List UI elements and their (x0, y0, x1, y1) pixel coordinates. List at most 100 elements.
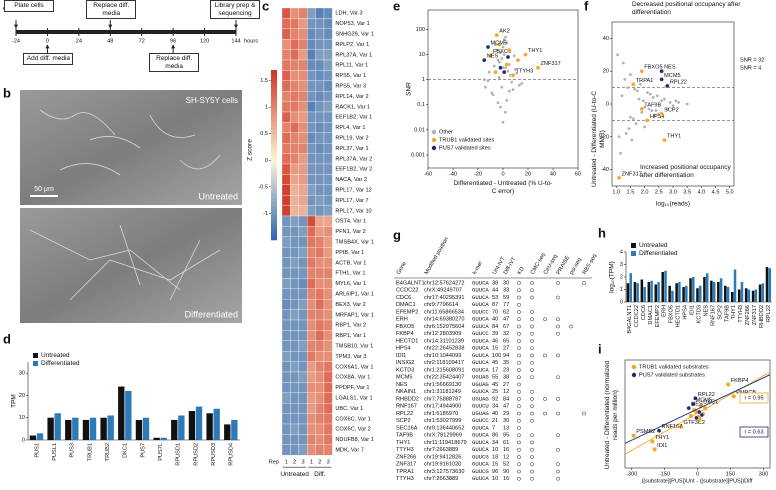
table-cell: 32 (503, 331, 509, 337)
heatmap-cell (307, 382, 316, 393)
colorbar-tick-label: -1 (263, 211, 268, 217)
heatmap-cell (307, 392, 316, 404)
data-point (646, 91, 649, 94)
colorbar-step (271, 95, 277, 101)
bar (231, 419, 238, 440)
heatmap-cell (323, 257, 333, 269)
x-tick-label: CCDC22 (634, 305, 640, 327)
bar (629, 273, 632, 302)
heatmap-cell (298, 49, 308, 61)
x-tick-label: 2.5 (655, 189, 663, 195)
heatmap-cell (307, 143, 316, 154)
heatmap-cell (298, 101, 308, 113)
heatmap-cell (281, 91, 291, 102)
data-point (620, 94, 624, 98)
heatmap-cell (323, 143, 333, 154)
colorbar-step (271, 138, 277, 143)
table-header: Gene (396, 261, 408, 276)
heatmap-cell (290, 163, 299, 175)
table-cell: TAF9B (396, 433, 413, 439)
table-cell: chr17:4944900 (424, 404, 461, 410)
data-point (643, 125, 647, 129)
bar (142, 417, 150, 440)
data-point (493, 69, 498, 75)
bar (213, 408, 220, 440)
data-point (677, 100, 681, 104)
replicate-label: 3 (301, 460, 304, 466)
heatmap-cell (315, 195, 325, 206)
colorbar-step (271, 227, 277, 232)
heatmap-cell (315, 101, 325, 113)
x-tick-label: TAF9B (724, 305, 730, 322)
bar (153, 437, 160, 440)
heatmap-cell (315, 278, 325, 289)
heatmap-cell (290, 288, 299, 300)
heatmap-cell (315, 7, 325, 19)
method-mark (530, 455, 534, 459)
heatmap-cell (290, 403, 299, 414)
heatmap-cell (281, 371, 291, 383)
heatmap-cell (298, 122, 308, 133)
table-cell: chr12:2803909 (424, 331, 461, 337)
heatmap-cell (307, 205, 316, 217)
heatmap-cell (315, 226, 325, 237)
heatmap-cell (307, 101, 316, 113)
point-label: FBXO5 (493, 49, 511, 55)
heatmap-cell (298, 18, 308, 29)
method-mark (530, 397, 534, 401)
data-point (654, 109, 658, 112)
snr-note: SNR = 4 (740, 65, 761, 71)
method-mark (556, 317, 560, 322)
method-mark (543, 317, 547, 322)
timeline-bar (16, 30, 236, 34)
bar (178, 415, 185, 440)
heatmap-cell (281, 70, 291, 81)
heatmap-cell (315, 403, 325, 414)
point-label: RPL22 (670, 79, 687, 85)
heatmap-cell (323, 382, 333, 393)
data-point (495, 48, 499, 52)
colorbar-step (271, 150, 277, 156)
data-point (660, 99, 664, 103)
data-point (504, 35, 507, 39)
heatmap-cell (315, 122, 325, 133)
heatmap-cell (290, 205, 299, 217)
colorbar-step (271, 210, 277, 215)
point-label: NES (487, 54, 499, 60)
colorbar-step (271, 159, 277, 164)
method-mark (517, 418, 521, 423)
point-label: GTF3C2 (684, 420, 705, 426)
data-point (726, 382, 731, 387)
bar (224, 424, 231, 440)
heatmap-cell (315, 319, 325, 331)
table-cell: 84 (503, 396, 509, 402)
x-tick-label: 2.0 (641, 189, 649, 195)
table-cell: 46 (492, 338, 498, 344)
method-mark (517, 447, 521, 452)
heatmap-cell (307, 309, 316, 321)
table-cell: 7 (492, 425, 495, 431)
x-tick-label: RPL22 (766, 305, 772, 322)
heatmap-cell (298, 70, 308, 81)
x-tick-label: ZNF317 (752, 305, 758, 325)
heatmap-cell (315, 59, 325, 71)
method-mark (556, 433, 560, 438)
y-axis-label-box: Untreated - Differentiated (normalized r… (604, 361, 619, 470)
point-label: MCM5 (664, 73, 680, 79)
point-label: TTYH3 (516, 69, 534, 75)
point-label: RNF167 (662, 424, 683, 430)
colorbar-step (271, 142, 277, 147)
panel-letter: f (584, 0, 589, 13)
colorbar-tick-label: 0.5 (260, 131, 268, 137)
heatmap-cell (307, 39, 316, 50)
panel-letter: h (598, 225, 606, 240)
heatmap-cell (307, 184, 316, 196)
heatmap-row-label: RPL37A, Var 2 (335, 156, 372, 162)
timeline-tick-label: 120 (200, 38, 209, 44)
heatmap-cell (323, 444, 333, 456)
method-mark (530, 317, 534, 322)
table-header: Modified position (424, 236, 450, 275)
heatmap-cell (290, 70, 299, 81)
group-label: Diff. (314, 471, 326, 478)
data-point (665, 107, 669, 111)
